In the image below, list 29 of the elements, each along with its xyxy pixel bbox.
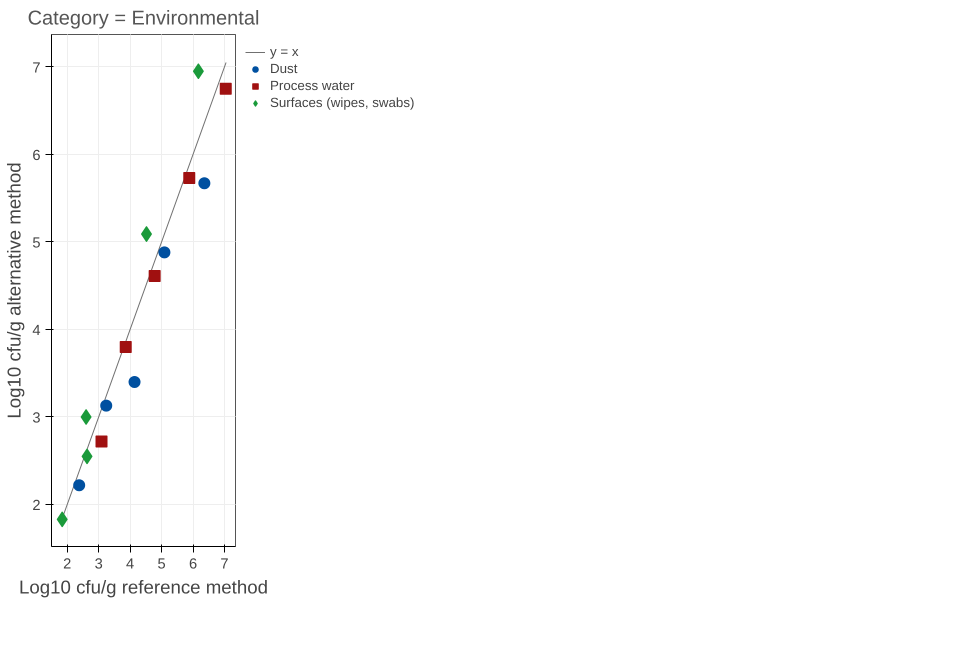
point (100, 400, 112, 412)
x-tick-label: 6 (188, 556, 198, 572)
y-tick-label: 3 (32, 410, 41, 426)
y-tick-label: 4 (32, 322, 41, 339)
point (73, 479, 86, 492)
point (183, 172, 196, 184)
point (220, 82, 232, 95)
point (198, 177, 210, 190)
x-tick-label: 4 (126, 556, 134, 572)
x-axis-title: Log10 cfu/g reference method (19, 576, 268, 598)
y-tick-label: 5 (32, 235, 41, 252)
x-tick-label: 5 (158, 556, 166, 572)
y-axis-title: Log10 cfu/g alternative method (3, 162, 24, 419)
point (158, 246, 170, 258)
legend-label: Dust (270, 61, 298, 76)
point (96, 435, 108, 448)
x-tick-label: 3 (94, 556, 103, 572)
y-tick-label: 7 (32, 60, 41, 76)
y-tick-label: 6 (32, 148, 41, 164)
legend-label: Process water (270, 78, 356, 93)
legend-label: y = x (270, 44, 300, 59)
x-tick-label: 2 (63, 556, 72, 572)
y-tick-label: 2 (32, 498, 41, 514)
point (128, 376, 141, 388)
x-tick-label: 7 (220, 556, 229, 572)
point (120, 340, 132, 353)
point (148, 270, 161, 282)
legend-label: Surfaces (wipes, swabs) (270, 95, 416, 110)
chart-title: Category = Environmental (28, 8, 260, 30)
